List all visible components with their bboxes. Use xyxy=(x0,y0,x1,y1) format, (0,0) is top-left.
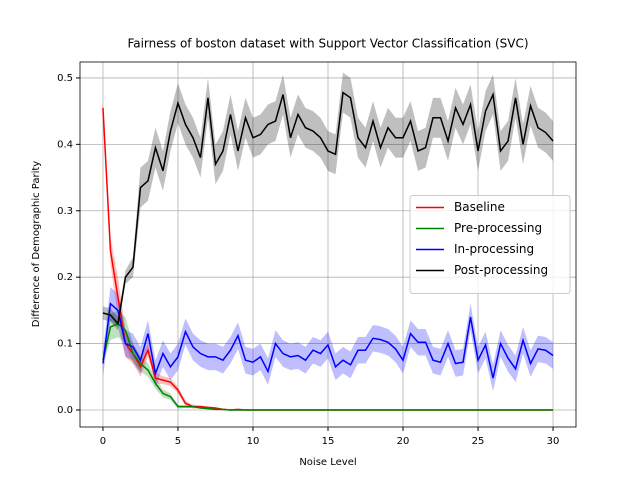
series-line xyxy=(102,302,554,379)
confidence-band xyxy=(102,72,554,331)
plot-frame xyxy=(79,61,577,428)
series-line xyxy=(102,322,554,411)
x-tick-label: 0 xyxy=(100,436,106,447)
y-tick-label: 0.0 xyxy=(57,405,73,416)
x-tick-label: 10 xyxy=(247,436,260,447)
y-tick-label: 0.2 xyxy=(57,272,73,283)
x-tick-label: 15 xyxy=(322,436,335,447)
x-axis-label: Noise Level xyxy=(299,457,356,468)
confidence-band xyxy=(102,287,554,392)
series-line xyxy=(102,91,554,326)
legend-label: Pre-processing xyxy=(454,221,542,235)
x-tick-label: 20 xyxy=(397,436,410,447)
chart-title: Fairness of boston dataset with Support … xyxy=(127,37,528,51)
y-tick-label: 0.5 xyxy=(57,73,73,84)
y-axis-label: Difference of Demographic Parity xyxy=(31,161,42,328)
y-tick-label: 0.3 xyxy=(57,206,73,217)
x-tick-label: 5 xyxy=(175,436,181,447)
x-tick-label: 30 xyxy=(547,436,560,447)
legend-box xyxy=(409,195,571,294)
legend-label: Baseline xyxy=(454,200,505,214)
x-tick-label: 25 xyxy=(472,436,485,447)
legend-label: In-processing xyxy=(454,242,534,256)
y-tick-label: 0.1 xyxy=(57,339,73,350)
y-tick-label: 0.4 xyxy=(57,139,73,150)
legend-label: Post-processing xyxy=(454,263,548,277)
